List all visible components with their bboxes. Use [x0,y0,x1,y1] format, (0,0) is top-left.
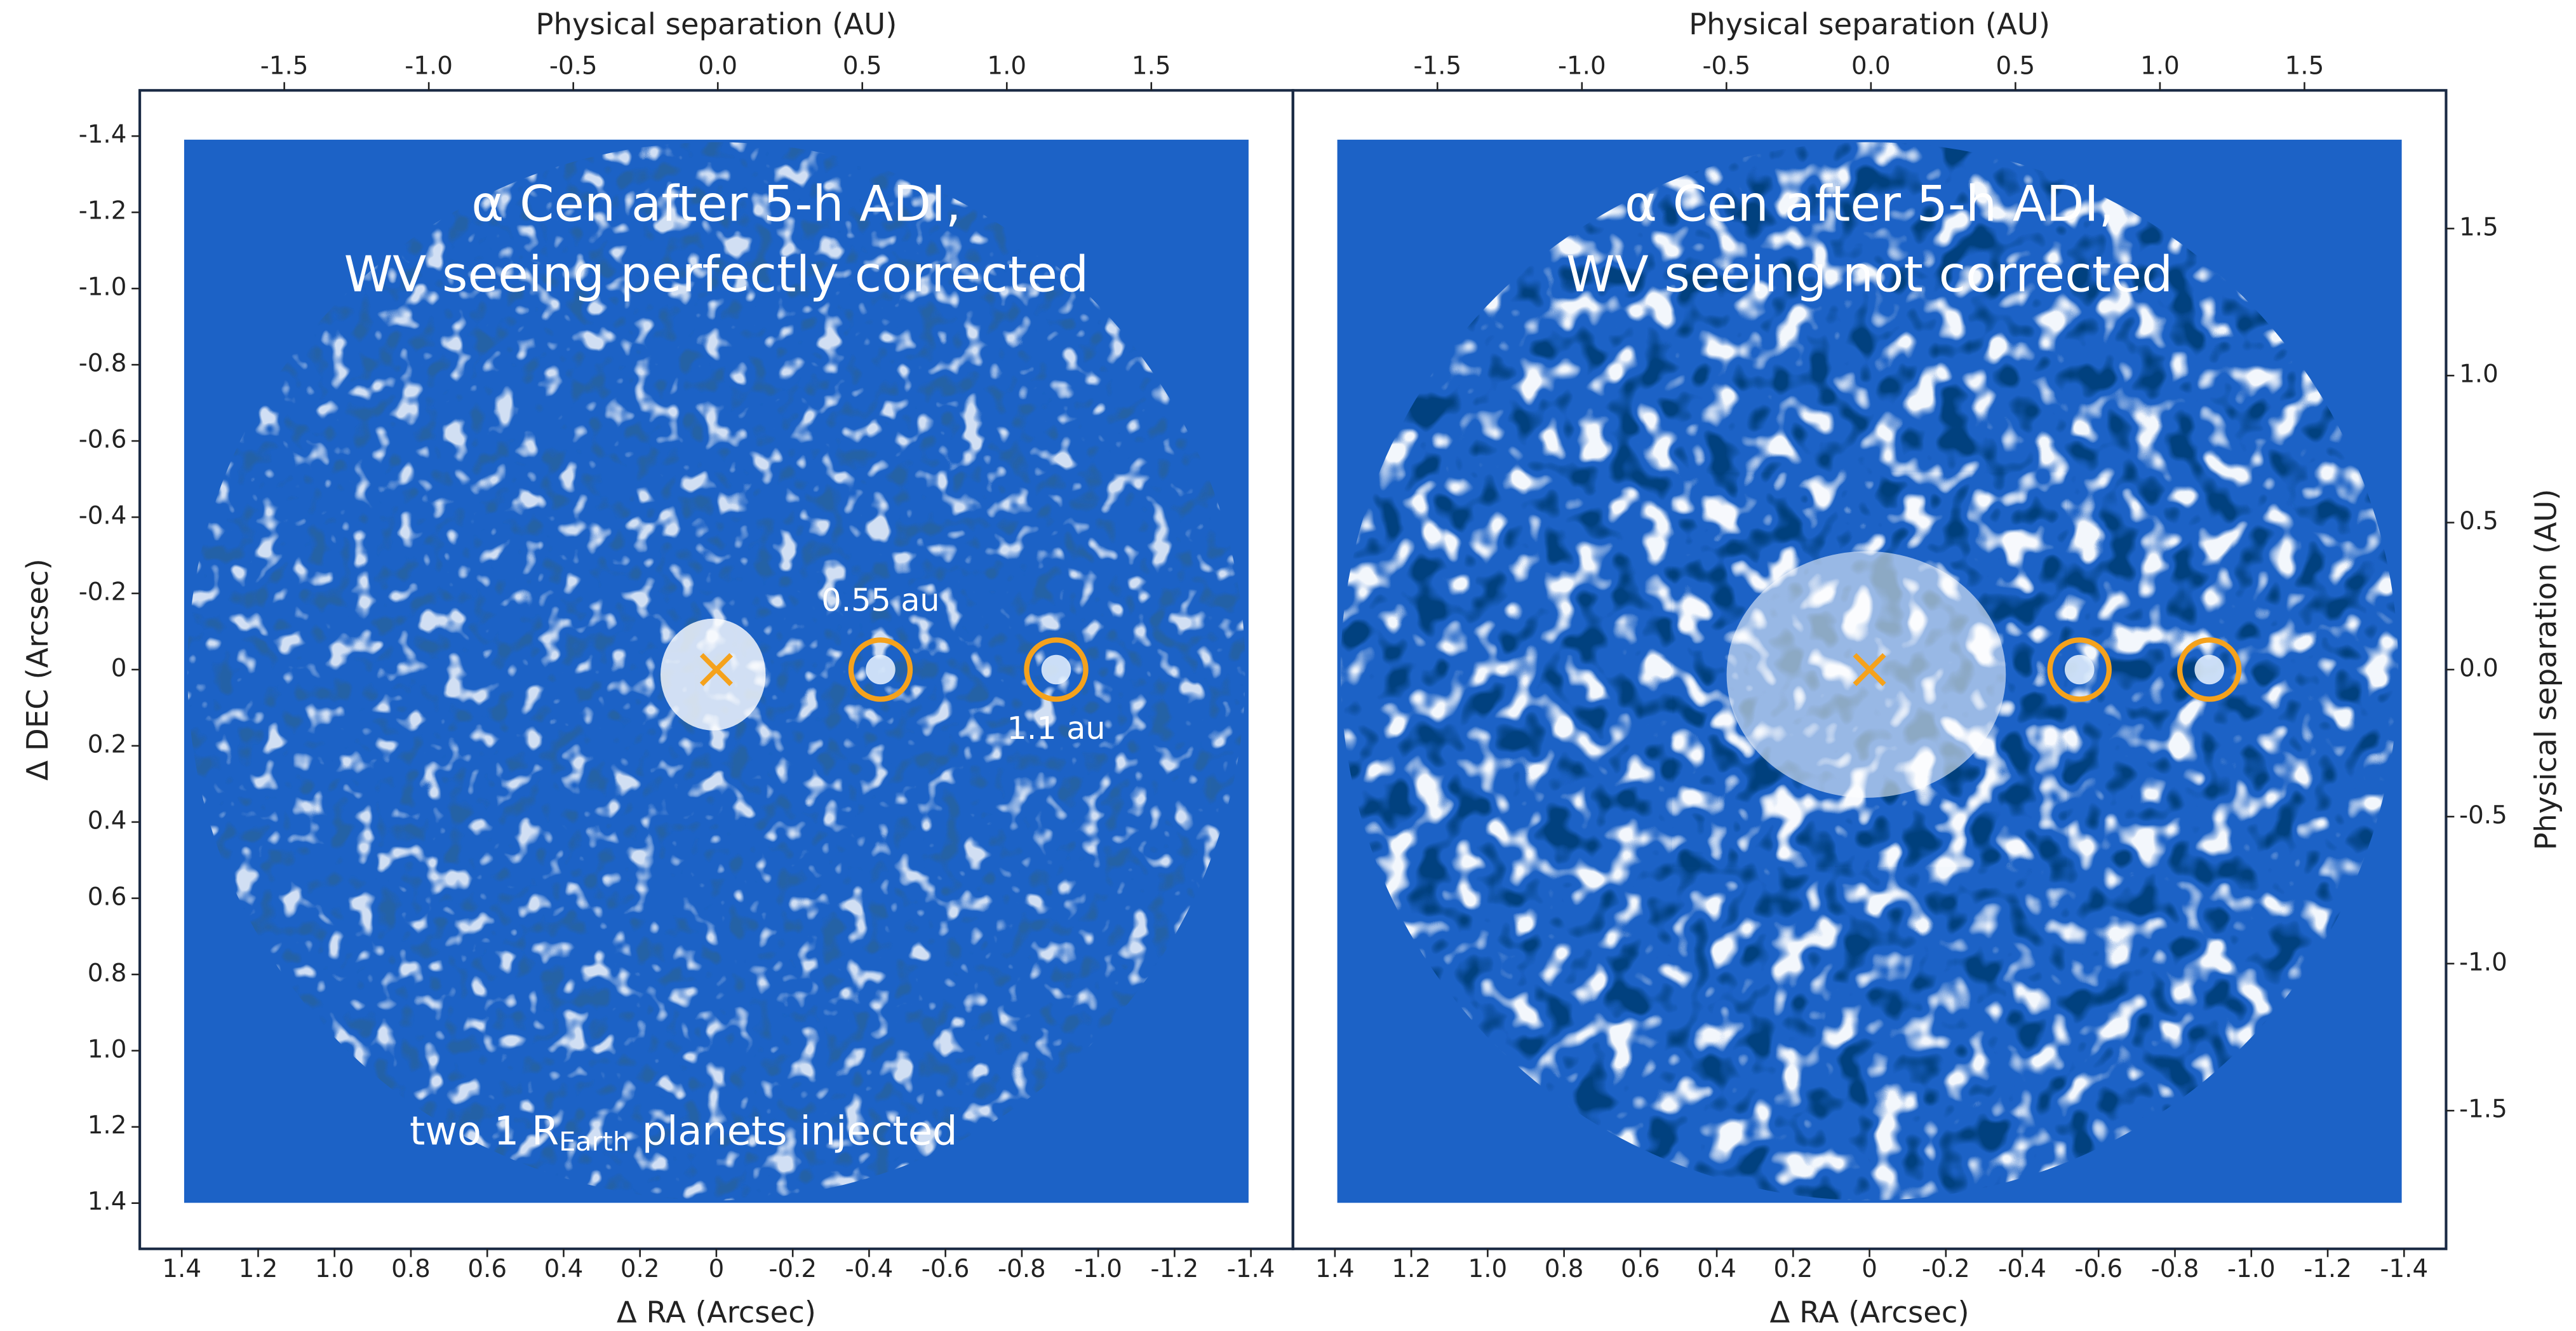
x-tick-label: 1.0 [1468,1255,1508,1283]
x-tick-label: 0 [709,1255,725,1283]
top-x-tick-label: -0.5 [549,52,598,81]
planet-glow [866,654,896,685]
x-tick-label: -1.2 [1151,1255,1199,1283]
y-tick-label: -0.6 [79,426,127,454]
x-tick-label: -1.0 [1074,1255,1122,1283]
y-tick-label: 0.6 [88,882,127,911]
x-tick-label: 0.2 [1774,1255,1813,1283]
top-x-tick-label: 1.5 [2285,52,2324,81]
y-tick-label: -1.2 [79,197,127,226]
y2-tick-label: 0.0 [2459,654,2499,682]
x-tick-label: -0.2 [768,1255,817,1283]
x-tick-label: -1.4 [2380,1255,2428,1283]
planet-marker [2177,637,2242,702]
y2-tick-label: -0.5 [2459,801,2507,830]
top-x-tick-label: 0.5 [1996,52,2036,81]
top-x-tick-label: -1.0 [405,52,453,81]
x-tick-label: 0.4 [1697,1255,1736,1283]
planet-label: 1.1 au [1007,710,1106,747]
panel-title: α Cen after 5-h ADI, [1625,175,2114,233]
x-tick-label: 1.4 [1315,1255,1355,1283]
note: two 1 REarth planets injected [410,1108,957,1157]
x-tick-label: -1.0 [2227,1255,2276,1283]
y2-tick-label: -1.0 [2459,948,2507,976]
star-marker [1853,652,1886,686]
top-x-tick-label: -1.0 [1558,52,1606,81]
y-tick-label: -1.0 [79,273,127,302]
y2-tick-label: 1.5 [2459,213,2499,241]
y2-tick-label: 1.0 [2459,360,2499,389]
y-tick-label: -1.4 [79,121,127,149]
note-part: planets injected [629,1108,957,1154]
x-tick-label: -0.6 [922,1255,970,1283]
top-x-tick-label: -0.5 [1703,52,1751,81]
planet-marker [1024,637,1089,702]
x-tick-label: 0.6 [1621,1255,1660,1283]
top-x-tick-label: 1.0 [987,52,1026,81]
panel-title: WV seeing perfectly corrected [344,247,1089,304]
x-tick-label: 1.0 [315,1255,354,1283]
x-tick-label: 1.2 [1392,1255,1431,1283]
x-tick-label: 1.4 [162,1255,201,1283]
x-tick-label: 0.2 [621,1255,660,1283]
x-tick-label: 0.8 [391,1255,431,1283]
y-tick-label: 1.0 [88,1035,127,1064]
top-x-tick-label: 0.0 [698,52,737,81]
top-x-tick-label: -1.5 [260,52,309,81]
top-x-tick-label: 1.5 [1132,52,1171,81]
x-tick-label: -0.8 [2151,1255,2199,1283]
planet-marker [848,637,913,702]
x-tick-label: -0.4 [845,1255,894,1283]
top-x-axis-label: Physical separation (AU) [1689,7,2050,41]
y-tick-label: 1.2 [88,1111,127,1140]
y2-tick-label: 0.5 [2459,507,2499,536]
planet-marker [2047,637,2112,702]
top-x-tick-label: 1.0 [2140,52,2180,81]
x-tick-label: 1.2 [239,1255,278,1283]
y-tick-label: -0.4 [79,502,127,530]
y2-axis-label: Physical separation (AU) [2528,489,2563,850]
x-tick-label: -0.4 [1998,1255,2046,1283]
x-axis-label: Δ RA (Arcsec) [1770,1295,1969,1330]
x-tick-label: 0 [1862,1255,1877,1283]
star-marker [699,652,733,686]
top-x-tick-label: -1.5 [1413,52,1461,81]
panel-title: WV seeing not corrected [1566,247,2173,304]
planet-glow [2064,654,2095,685]
note-part: two 1 R [410,1108,559,1154]
x-tick-label: -0.8 [998,1255,1046,1283]
top-x-axis-label: Physical separation (AU) [535,7,897,41]
planet-glow [2194,654,2224,685]
planet-glow [1041,654,1071,685]
x-tick-label: 0.4 [544,1255,584,1283]
top-x-tick-label: 0.5 [843,52,882,81]
y2-tick-label: -1.5 [2459,1095,2507,1124]
x-tick-label: 0.8 [1545,1255,1584,1283]
y-tick-label: 1.4 [88,1187,127,1216]
x-tick-label: -1.4 [1227,1255,1275,1283]
y-tick-label: -0.2 [79,578,127,607]
x-tick-label: -0.2 [1922,1255,1970,1283]
y-tick-label: -0.8 [79,349,127,378]
x-tick-label: -0.6 [2074,1255,2123,1283]
y-tick-label: 0.4 [88,806,127,835]
x-tick-label: -1.2 [2304,1255,2352,1283]
note-part: Earth [559,1126,629,1157]
x-tick-label: 0.6 [467,1255,507,1283]
panel-title: α Cen after 5-h ADI, [471,175,961,233]
top-x-tick-label: 0.0 [1851,52,1891,81]
y-axis-label: Δ DEC (Arcsec) [20,558,55,781]
y-tick-label: 0 [111,654,127,682]
y-tick-label: 0.2 [88,730,127,759]
planet-label: 0.55 au [821,581,939,618]
x-axis-label: Δ RA (Arcsec) [617,1295,816,1330]
y-tick-label: 0.8 [88,959,127,987]
